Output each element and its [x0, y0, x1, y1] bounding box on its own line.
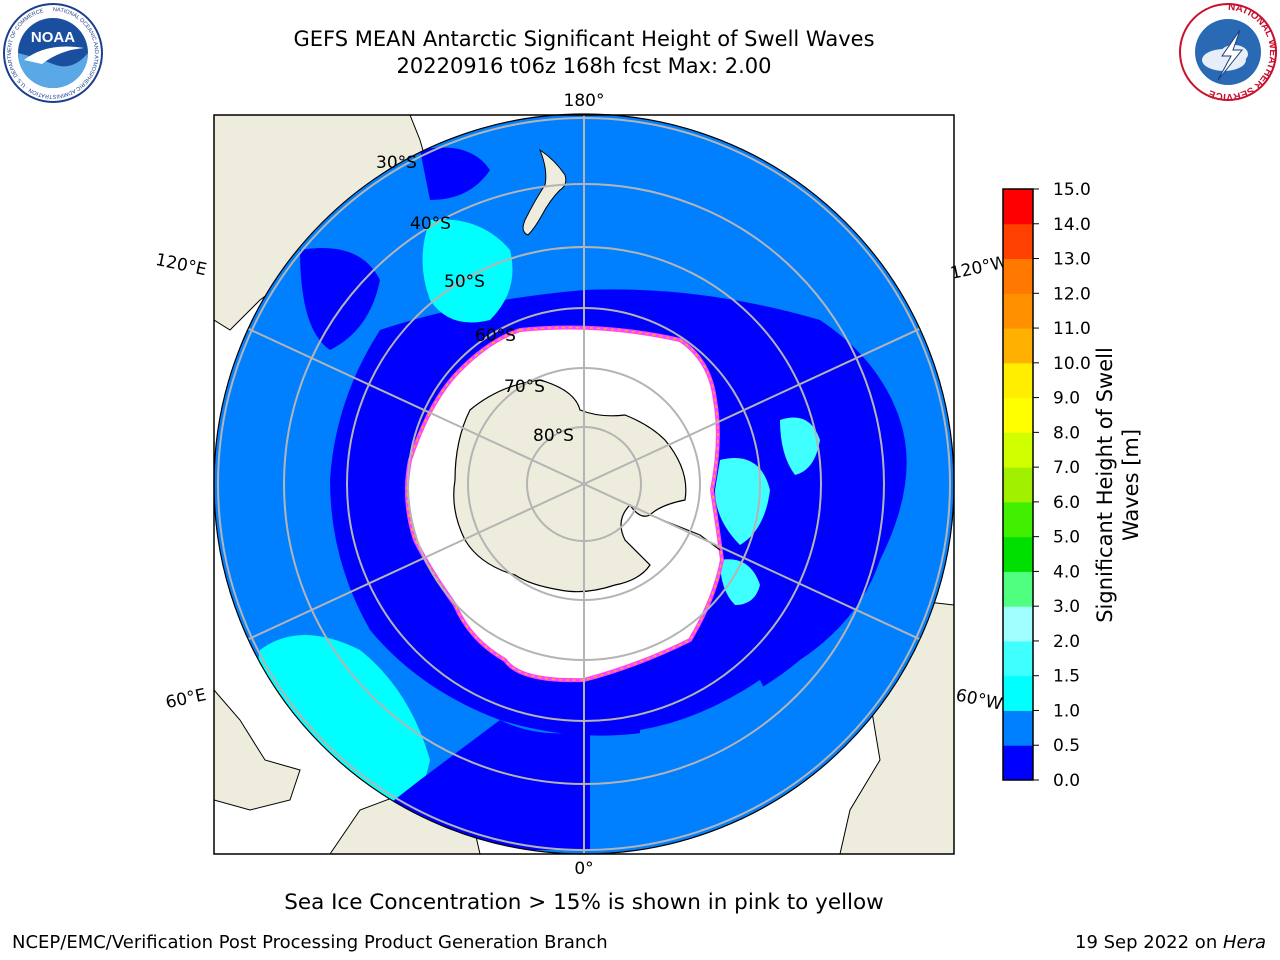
sea-ice-caption: Sea Ice Concentration > 15% is shown in … [284, 890, 884, 915]
colorbar-tick-label: 8.0 [1053, 423, 1080, 443]
colorbar-segment [1003, 467, 1033, 503]
colorbar-tick-label: 13.0 [1053, 250, 1091, 270]
noaa-logo-text: NOAA [31, 29, 75, 46]
colorbar-segment [1003, 501, 1033, 538]
footer-date: 19 Sep 2022 on Hera [1075, 932, 1266, 953]
map-panel: 30°S 40°S 50°S 60°S 70°S 80°S 180° 120°E… [154, 91, 1010, 879]
colorbar-segment [1003, 189, 1033, 225]
colorbar-tick-label: 2.0 [1053, 632, 1080, 652]
colorbar-title-line1: Significant Height of Swell [1093, 347, 1117, 623]
lat-label-70s: 70°S [504, 377, 545, 397]
colorbar-title-line2: Waves [m] [1119, 428, 1143, 542]
colorbar-tick-label: 1.5 [1053, 667, 1080, 687]
colorbar-tick-label: 3.0 [1053, 597, 1080, 617]
chart-title: GEFS MEAN Antarctic Significant Height o… [293, 27, 875, 51]
colorbar-segment [1003, 432, 1033, 468]
colorbar-segment [1003, 710, 1033, 746]
colorbar-segment [1003, 606, 1033, 642]
colorbar-tick-label: 7.0 [1053, 458, 1080, 478]
lon-label-180: 180° [564, 91, 605, 111]
lat-label-50s: 50°S [444, 272, 485, 292]
footer-branch: NCEP/EMC/Verification Post Processing Pr… [12, 932, 608, 953]
colorbar-segment [1003, 640, 1033, 677]
colorbar-tick-label: 6.0 [1053, 493, 1080, 513]
antarctica-landmass [453, 379, 687, 593]
nws-logo-icon: NATIONAL WEATHER SERVICE [1179, 2, 1278, 102]
lat-label-80s: 80°S [533, 426, 574, 446]
colorbar-segment [1003, 223, 1033, 260]
colorbar-segment [1003, 362, 1033, 399]
colorbar: 0.0 0.5 1.0 1.5 2.0 3.0 4.0 5.0 6.0 7.0 8.0 9.0 10.0… [1002, 180, 1091, 791]
graticule [214, 114, 954, 854]
colorbar-segment [1003, 397, 1033, 433]
lon-label-0: 0° [574, 859, 593, 879]
lat-label-30s: 30°S [376, 153, 417, 173]
colorbar-segment [1003, 328, 1033, 364]
colorbar-segment [1003, 675, 1033, 711]
colorbar-segment [1003, 571, 1033, 607]
colorbar-tick-label: 4.0 [1053, 562, 1080, 582]
colorbar-frame [1002, 188, 1034, 781]
colorbar-tick-label: 0.5 [1053, 736, 1080, 756]
colorbar-tick-label: 5.0 [1053, 528, 1080, 548]
noaa-logo-icon: NOAA NATIONAL OCEANIC AND ATMOSPHERIC AD… [3, 3, 103, 103]
colorbar-tick-label: 14.0 [1053, 215, 1091, 235]
colorbar-tick-label: 12.0 [1053, 284, 1091, 304]
colorbar-tick-label: 10.0 [1053, 354, 1091, 374]
footer-machine: Hera [1222, 932, 1266, 953]
colorbar-tick-label: 1.0 [1053, 701, 1080, 721]
colorbar-segment [1003, 536, 1033, 572]
colorbar-segment [1003, 258, 1033, 294]
lat-label-40s: 40°S [410, 214, 451, 234]
colorbar-tick-label: 9.0 [1053, 389, 1080, 409]
colorbar-tick-label: 15.0 [1053, 180, 1091, 200]
lon-label-60w: 60°W [954, 685, 1004, 714]
lon-label-120w: 120°W [949, 252, 1010, 284]
lat-label-60s: 60°S [475, 326, 516, 346]
colorbar-segment [1003, 293, 1033, 329]
chart-subtitle: 20220916 t06z 168h fcst Max: 2.00 [396, 54, 772, 78]
footer-date-text: 19 Sep 2022 on [1075, 932, 1223, 953]
colorbar-tick-label: 11.0 [1053, 319, 1091, 339]
lon-label-120e: 120°E [154, 250, 209, 280]
lon-label-60e: 60°E [164, 685, 208, 713]
colorbar-segment [1003, 745, 1033, 781]
colorbar-tick-label: 0.0 [1053, 771, 1080, 791]
